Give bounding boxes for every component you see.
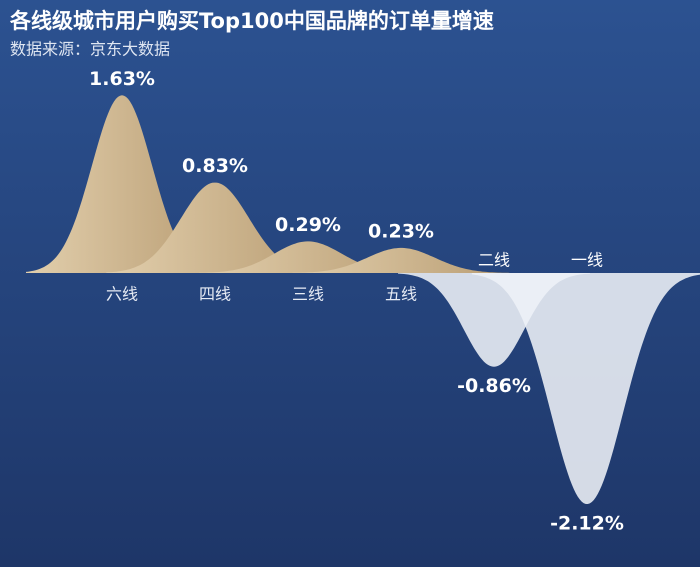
- value-label: 0.83%: [182, 155, 248, 177]
- chart-subtitle: 数据来源：京东大数据: [10, 40, 170, 59]
- category-label: 二线: [478, 251, 510, 270]
- value-label: -2.12%: [550, 513, 624, 535]
- category-label: 三线: [292, 285, 324, 304]
- category-label: 六线: [106, 285, 138, 304]
- chart-title: 各线级城市用户购买Top100中国品牌的订单量增速: [9, 9, 494, 33]
- category-label: 一线: [571, 251, 603, 270]
- peak: [26, 95, 218, 273]
- value-label: 0.23%: [368, 220, 434, 242]
- value-label: -0.86%: [457, 375, 531, 397]
- peak: [106, 182, 324, 273]
- peak: [292, 247, 510, 273]
- value-label: 0.29%: [275, 214, 341, 236]
- category-label: 四线: [199, 285, 231, 304]
- peak: [471, 273, 700, 504]
- category-label: 五线: [385, 285, 417, 304]
- value-label: 1.63%: [89, 68, 155, 90]
